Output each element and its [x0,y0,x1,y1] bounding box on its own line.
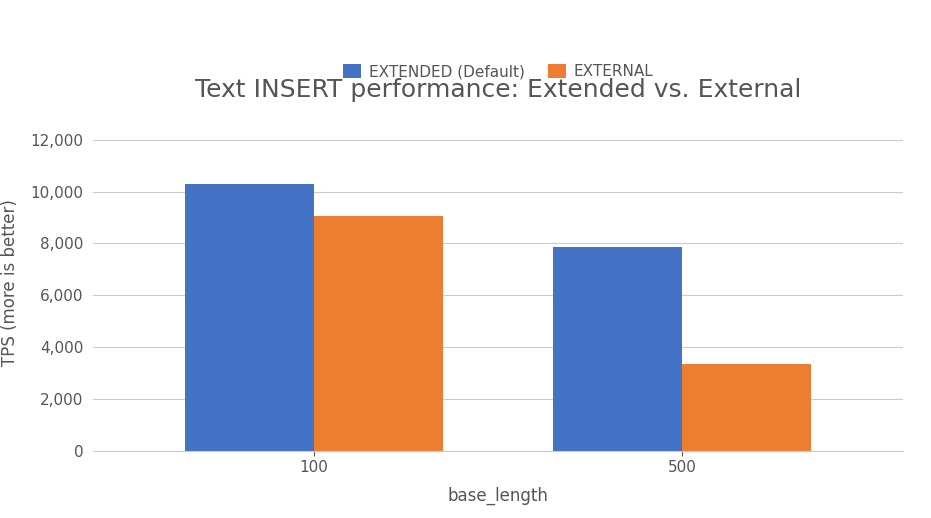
Legend: EXTENDED (Default), EXTERNAL: EXTENDED (Default), EXTERNAL [343,64,654,79]
Title: Text INSERT performance: Extended vs. External: Text INSERT performance: Extended vs. Ex… [195,78,802,102]
Bar [185,184,314,451]
Bar [314,217,443,451]
Y-axis label: TPS (more is better): TPS (more is better) [1,199,20,366]
Bar [682,364,811,451]
X-axis label: base_length: base_length [448,486,548,505]
Bar [553,247,682,451]
